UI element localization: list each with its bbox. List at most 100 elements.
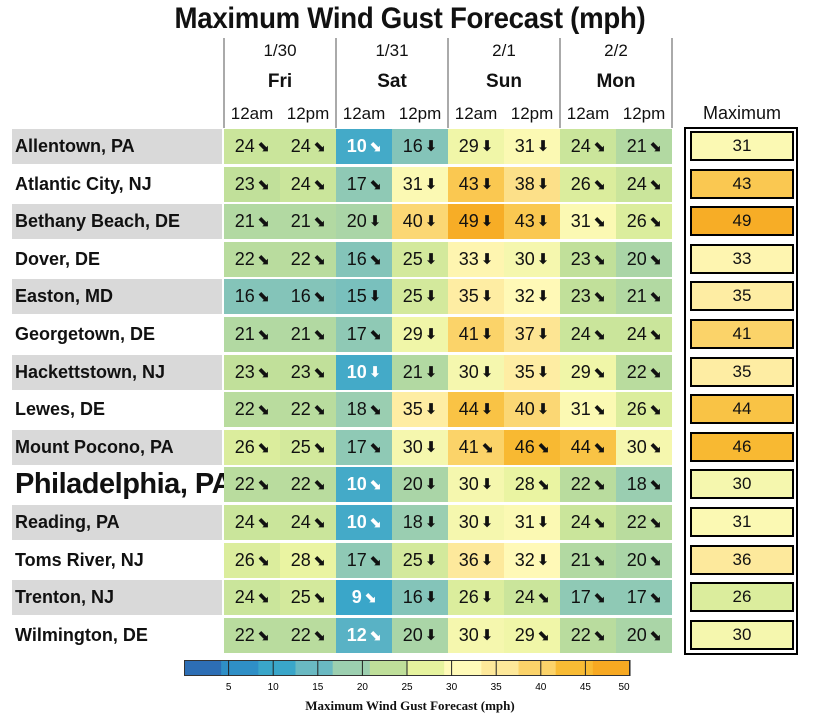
- wind-direction-arrow-icon: ⬇: [368, 363, 382, 381]
- wind-direction-arrow-icon: ⬇: [536, 213, 550, 231]
- heatmap-cell: 35 ⬇: [448, 279, 504, 315]
- day-divider: [223, 38, 225, 128]
- heatmap-cell: 26 ⬊: [224, 542, 280, 578]
- cell-value: 29: [458, 136, 479, 156]
- cell-value: 24: [290, 512, 311, 532]
- wind-direction-arrow-icon: ⬇: [424, 438, 438, 456]
- heatmap-cell: 16 ⬊: [336, 241, 392, 277]
- cell-value: 16: [402, 587, 423, 608]
- heatmap-cell: 22 ⬊: [224, 467, 280, 503]
- cell-value: 17: [346, 436, 367, 457]
- heatmap-cell: 30 ⬇: [448, 617, 504, 653]
- cell-value: 22: [290, 474, 311, 495]
- wind-direction-arrow-icon: ⬊: [648, 589, 662, 607]
- heatmap-cell: 29 ⬇: [448, 129, 504, 164]
- heatmap-cell: 22 ⬊: [224, 392, 280, 428]
- heatmap-cell: 24 ⬊: [224, 129, 280, 164]
- heatmap-cell: 17 ⬊: [336, 166, 392, 202]
- max-value-cell: 30: [690, 619, 794, 650]
- heatmap-cell: 24 ⬊: [504, 580, 560, 616]
- heatmap-cell: 22 ⬊: [280, 241, 336, 277]
- heatmap-cell: 17 ⬊: [336, 317, 392, 352]
- cell-value: 30: [458, 361, 479, 382]
- cell-value: 21: [626, 136, 647, 156]
- heatmap-cell: 25 ⬊: [280, 580, 336, 616]
- heatmap-cell: 37 ⬇: [504, 317, 560, 352]
- city-label: Atlantic City, NJ: [15, 173, 152, 194]
- cell-value: 24: [234, 587, 255, 608]
- cell-value: 24: [290, 136, 311, 156]
- wind-direction-arrow-icon: ⬊: [256, 326, 270, 343]
- wind-direction-arrow-icon: ⬇: [480, 551, 494, 569]
- wind-direction-arrow-icon: ⬇: [536, 401, 550, 419]
- heatmap-cell: 12 ⬊: [336, 617, 392, 653]
- heatmap-cell: 15 ⬇: [336, 279, 392, 315]
- cell-value: 35: [458, 286, 479, 307]
- cell-value: 17: [346, 549, 367, 570]
- cell-value: 20: [346, 211, 367, 232]
- wind-direction-arrow-icon: ⬇: [536, 363, 550, 381]
- wind-direction-arrow-icon: ⬇: [424, 551, 438, 569]
- city-label: Lewes, DE: [15, 399, 106, 420]
- cell-value: 25: [402, 286, 423, 307]
- cell-value: 21: [234, 211, 255, 232]
- wind-direction-arrow-icon: ⬊: [368, 626, 382, 644]
- wind-direction-arrow-icon: ⬊: [256, 626, 270, 644]
- cell-value: 28: [290, 549, 311, 570]
- heatmap-cell: 22 ⬊: [280, 617, 336, 653]
- wind-direction-arrow-icon: ⬊: [536, 626, 550, 644]
- colorbar-tick-label: 30: [446, 682, 458, 693]
- wind-direction-arrow-icon: ⬊: [312, 589, 326, 607]
- cell-value: 26: [626, 399, 647, 420]
- wind-direction-arrow-icon: ⬊: [312, 288, 326, 306]
- day-divider: [335, 38, 337, 128]
- cell-value: 25: [402, 549, 423, 570]
- time-slot: 12am: [342, 104, 386, 123]
- cell-value: 26: [234, 549, 255, 570]
- cell-value: 38: [514, 173, 535, 194]
- day-name: Sat: [377, 71, 407, 92]
- cell-value: 18: [402, 512, 423, 532]
- heatmap-cell: 23 ⬊: [280, 354, 336, 390]
- wind-direction-arrow-icon: ⬊: [312, 551, 326, 569]
- heatmap-cell: 46 ⬊: [504, 429, 560, 465]
- heatmap-cell: 25 ⬊: [280, 429, 336, 465]
- city-label: Hackettstown, NJ: [12, 354, 222, 390]
- wind-direction-arrow-icon: ⬇: [480, 363, 494, 381]
- wind-direction-arrow-icon: ⬊: [256, 551, 270, 569]
- wind-direction-arrow-icon: ⬇: [424, 363, 438, 381]
- colorbar-segment: [481, 660, 519, 676]
- heatmap-cell: 44 ⬊: [560, 429, 616, 465]
- heatmap-cell: 49 ⬇: [448, 204, 504, 240]
- cell-value: 30: [458, 474, 479, 495]
- colorbar-tick-label: 50: [618, 682, 630, 693]
- wind-direction-arrow-icon: ⬊: [256, 288, 270, 306]
- heatmap-cell: 24 ⬊: [224, 580, 280, 616]
- city-label: Philadelphia, PA: [15, 468, 233, 501]
- wind-direction-arrow-icon: ⬊: [368, 138, 382, 155]
- cell-value: 16: [290, 286, 311, 307]
- wind-direction-arrow-icon: ⬇: [424, 401, 438, 419]
- max-value-cell: 31: [690, 507, 794, 537]
- cell-value: 10: [346, 512, 367, 532]
- wind-direction-arrow-icon: ⬊: [312, 175, 326, 193]
- heatmap-cell: 17 ⬊: [336, 429, 392, 465]
- heatmap-cell: 25 ⬇: [392, 241, 448, 277]
- wind-direction-arrow-icon: ⬇: [480, 213, 494, 231]
- wind-direction-arrow-icon: ⬇: [536, 514, 550, 531]
- cell-value: 22: [570, 474, 591, 495]
- max-value-cell: 44: [690, 394, 794, 425]
- heatmap-cell: 24 ⬊: [560, 317, 616, 352]
- cell-value: 30: [626, 436, 647, 457]
- wind-direction-arrow-icon: ⬊: [368, 514, 382, 531]
- time-slot: 12pm: [622, 104, 666, 123]
- day-name: Mon: [596, 71, 636, 92]
- heatmap-cell: 24 ⬊: [560, 129, 616, 164]
- heatmap-cell: 29 ⬊: [560, 354, 616, 390]
- city-label: Wilmington, DE: [15, 624, 148, 645]
- cell-value: 30: [402, 436, 423, 457]
- cell-value: 37: [514, 324, 535, 344]
- cell-value: 46: [514, 436, 535, 457]
- heatmap-cell: 35 ⬇: [392, 392, 448, 428]
- wind-direction-arrow-icon: ⬊: [648, 476, 662, 494]
